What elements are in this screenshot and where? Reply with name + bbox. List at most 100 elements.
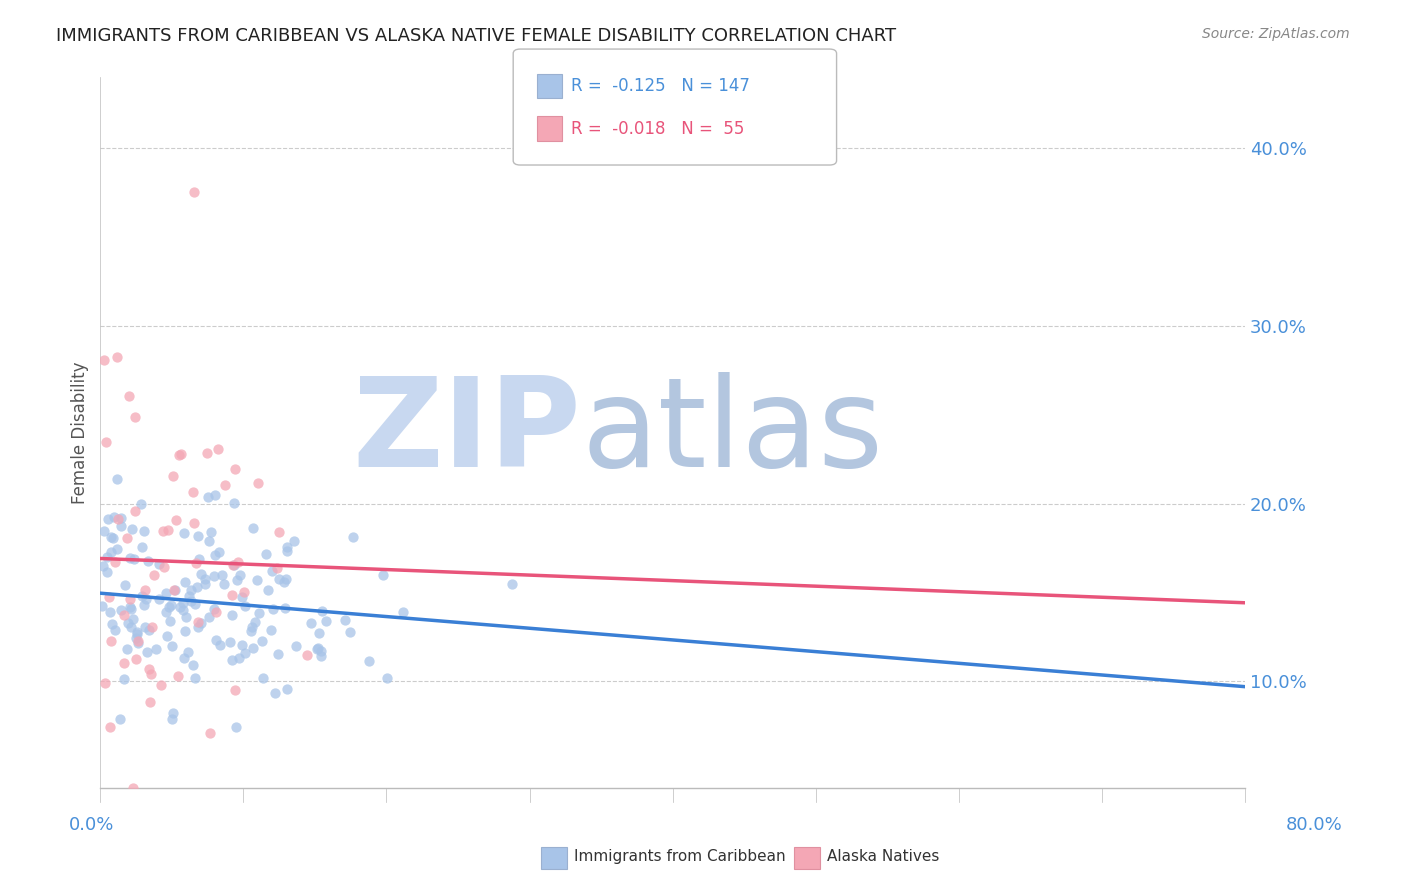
- Point: [274, 601, 297, 615]
- Point: [180, 583, 202, 598]
- Point: [104, 623, 127, 637]
- Point: [159, 615, 181, 629]
- Point: [112, 656, 135, 670]
- Point: [204, 487, 226, 501]
- Point: [222, 496, 245, 510]
- Point: [117, 615, 139, 630]
- Point: [127, 627, 149, 641]
- Point: [339, 625, 361, 640]
- Point: [129, 497, 152, 511]
- Point: [221, 588, 243, 602]
- Point: [342, 530, 364, 544]
- Point: [115, 531, 138, 545]
- Point: [131, 540, 153, 554]
- Point: [260, 564, 283, 578]
- Point: [100, 530, 122, 544]
- Point: [187, 552, 209, 566]
- Point: [333, 613, 356, 627]
- Point: [187, 620, 209, 634]
- Point: [186, 580, 208, 594]
- Point: [174, 624, 197, 639]
- Point: [136, 645, 159, 659]
- Point: [173, 525, 195, 540]
- Point: [103, 510, 125, 524]
- Point: [501, 577, 523, 591]
- Point: [96, 566, 118, 580]
- Point: [222, 558, 245, 573]
- Point: [155, 586, 177, 600]
- Point: [125, 652, 148, 666]
- Point: [162, 712, 184, 726]
- Point: [205, 605, 228, 619]
- Point: [226, 573, 249, 587]
- Point: [208, 545, 231, 559]
- Point: [187, 528, 209, 542]
- Point: [226, 555, 249, 569]
- Point: [162, 706, 184, 720]
- Point: [125, 631, 148, 645]
- Point: [110, 519, 132, 533]
- Point: [371, 568, 394, 582]
- Point: [284, 640, 307, 654]
- Text: R =  -0.018   N =  55: R = -0.018 N = 55: [571, 120, 744, 137]
- Point: [250, 634, 273, 648]
- Point: [143, 568, 166, 582]
- Point: [134, 620, 156, 634]
- Point: [187, 615, 209, 629]
- Point: [205, 632, 228, 647]
- Point: [156, 629, 179, 643]
- Point: [120, 599, 142, 614]
- Point: [181, 485, 204, 500]
- Point: [208, 638, 231, 652]
- Point: [224, 682, 246, 697]
- Point: [148, 592, 170, 607]
- Point: [240, 620, 263, 634]
- Point: [124, 410, 146, 425]
- Point: [276, 544, 298, 558]
- Text: IMMIGRANTS FROM CARIBBEAN VS ALASKA NATIVE FEMALE DISABILITY CORRELATION CHART: IMMIGRANTS FROM CARIBBEAN VS ALASKA NATI…: [56, 27, 897, 45]
- Point: [160, 598, 183, 612]
- Point: [242, 521, 264, 535]
- Point: [207, 442, 229, 456]
- Point: [309, 644, 332, 658]
- Point: [246, 476, 269, 491]
- Point: [229, 567, 252, 582]
- Point: [139, 695, 162, 709]
- Point: [98, 605, 121, 619]
- Point: [202, 568, 225, 582]
- Point: [184, 671, 207, 685]
- Point: [114, 578, 136, 592]
- Point: [173, 651, 195, 665]
- Point: [105, 350, 128, 364]
- Point: [96, 512, 118, 526]
- Point: [254, 548, 277, 562]
- Point: [200, 726, 222, 740]
- Point: [276, 573, 298, 587]
- Point: [357, 654, 380, 668]
- Point: [212, 577, 235, 591]
- Point: [135, 591, 157, 606]
- Point: [181, 657, 204, 672]
- Point: [375, 671, 398, 685]
- Point: [172, 597, 194, 611]
- Point: [90, 599, 112, 613]
- Text: R =  -0.125   N = 147: R = -0.125 N = 147: [571, 77, 749, 95]
- Point: [148, 557, 170, 571]
- Point: [190, 567, 212, 582]
- Point: [245, 574, 267, 588]
- Point: [198, 609, 221, 624]
- Point: [134, 599, 156, 613]
- Point: [139, 667, 162, 681]
- Point: [311, 648, 333, 663]
- Text: 0.0%: 0.0%: [69, 816, 114, 834]
- Point: [167, 669, 190, 683]
- Point: [184, 597, 207, 611]
- Text: 80.0%: 80.0%: [1286, 816, 1343, 834]
- Point: [169, 599, 191, 614]
- Point: [157, 600, 180, 615]
- Point: [247, 606, 270, 620]
- Point: [103, 531, 125, 545]
- Point: [266, 561, 288, 575]
- Point: [231, 638, 253, 652]
- Point: [242, 641, 264, 656]
